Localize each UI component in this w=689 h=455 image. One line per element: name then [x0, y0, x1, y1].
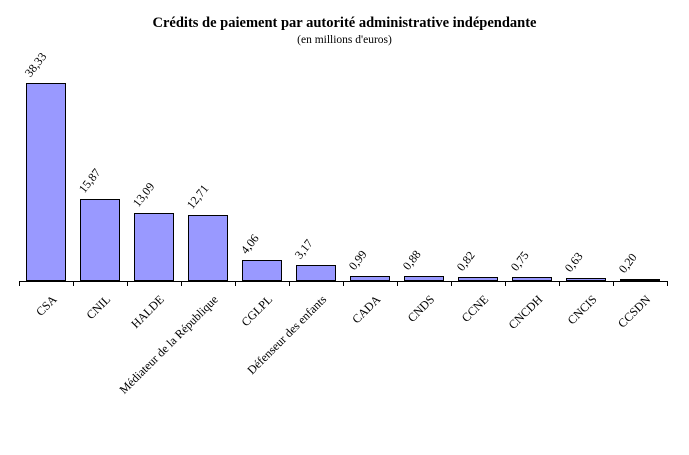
value-label: 13,09	[129, 179, 158, 210]
x-axis-tick	[181, 281, 182, 286]
category-label: CNDS	[404, 292, 438, 325]
bar-cncis	[566, 278, 606, 281]
x-axis-tick	[397, 281, 398, 286]
bar-cnil	[80, 199, 120, 281]
chart-title: Crédits de paiement par autorité adminis…	[152, 15, 537, 31]
value-label: 0,63	[561, 249, 586, 275]
category-label: CNCDH	[505, 292, 546, 332]
category-label: CSA	[32, 292, 60, 319]
category-label: CGLPL	[238, 292, 276, 330]
category-label: CADA	[349, 292, 384, 327]
x-axis-tick	[559, 281, 560, 286]
category-label: Médiateur de la République	[116, 292, 222, 397]
value-label: 15,87	[75, 165, 104, 196]
category-label: CCNE	[458, 292, 492, 325]
x-axis-tick	[127, 281, 128, 286]
x-axis-tick	[505, 281, 506, 286]
x-axis-tick	[613, 281, 614, 286]
bar-cada	[350, 276, 390, 281]
value-label: 0,88	[399, 247, 424, 273]
category-label: CNCIS	[564, 292, 600, 328]
bar-cncdh	[512, 277, 552, 281]
x-axis-tick	[289, 281, 290, 286]
bar-cnds	[404, 276, 444, 281]
value-label: 38,33	[21, 49, 50, 80]
value-label: 4,06	[237, 231, 262, 257]
x-axis-tick	[19, 281, 20, 286]
x-axis-tick	[667, 281, 668, 286]
category-label: CCSDN	[614, 292, 654, 331]
x-axis-tick	[235, 281, 236, 286]
x-axis-tick	[451, 281, 452, 286]
value-label: 12,71	[183, 181, 212, 212]
bar-halde	[134, 213, 174, 281]
category-label: CNIL	[83, 292, 114, 322]
bar-csa	[26, 83, 66, 281]
x-axis-tick	[343, 281, 344, 286]
value-label: 0,82	[453, 248, 478, 274]
value-label: 0,99	[345, 247, 370, 273]
chart-subtitle: (en millions d'euros)	[297, 34, 392, 46]
bar-ccne	[458, 277, 498, 281]
bar-m-diateur-de-la-r-publique	[188, 215, 228, 281]
value-label: 0,75	[507, 248, 532, 274]
value-label: 0,20	[615, 250, 640, 276]
x-axis-tick	[73, 281, 74, 286]
category-label: HALDE	[128, 292, 168, 331]
value-label: 3,17	[291, 236, 316, 262]
bar-d-fenseur-des-enfants	[296, 265, 336, 281]
bar-cglpl	[242, 260, 282, 281]
bar-ccsdn	[620, 279, 660, 281]
